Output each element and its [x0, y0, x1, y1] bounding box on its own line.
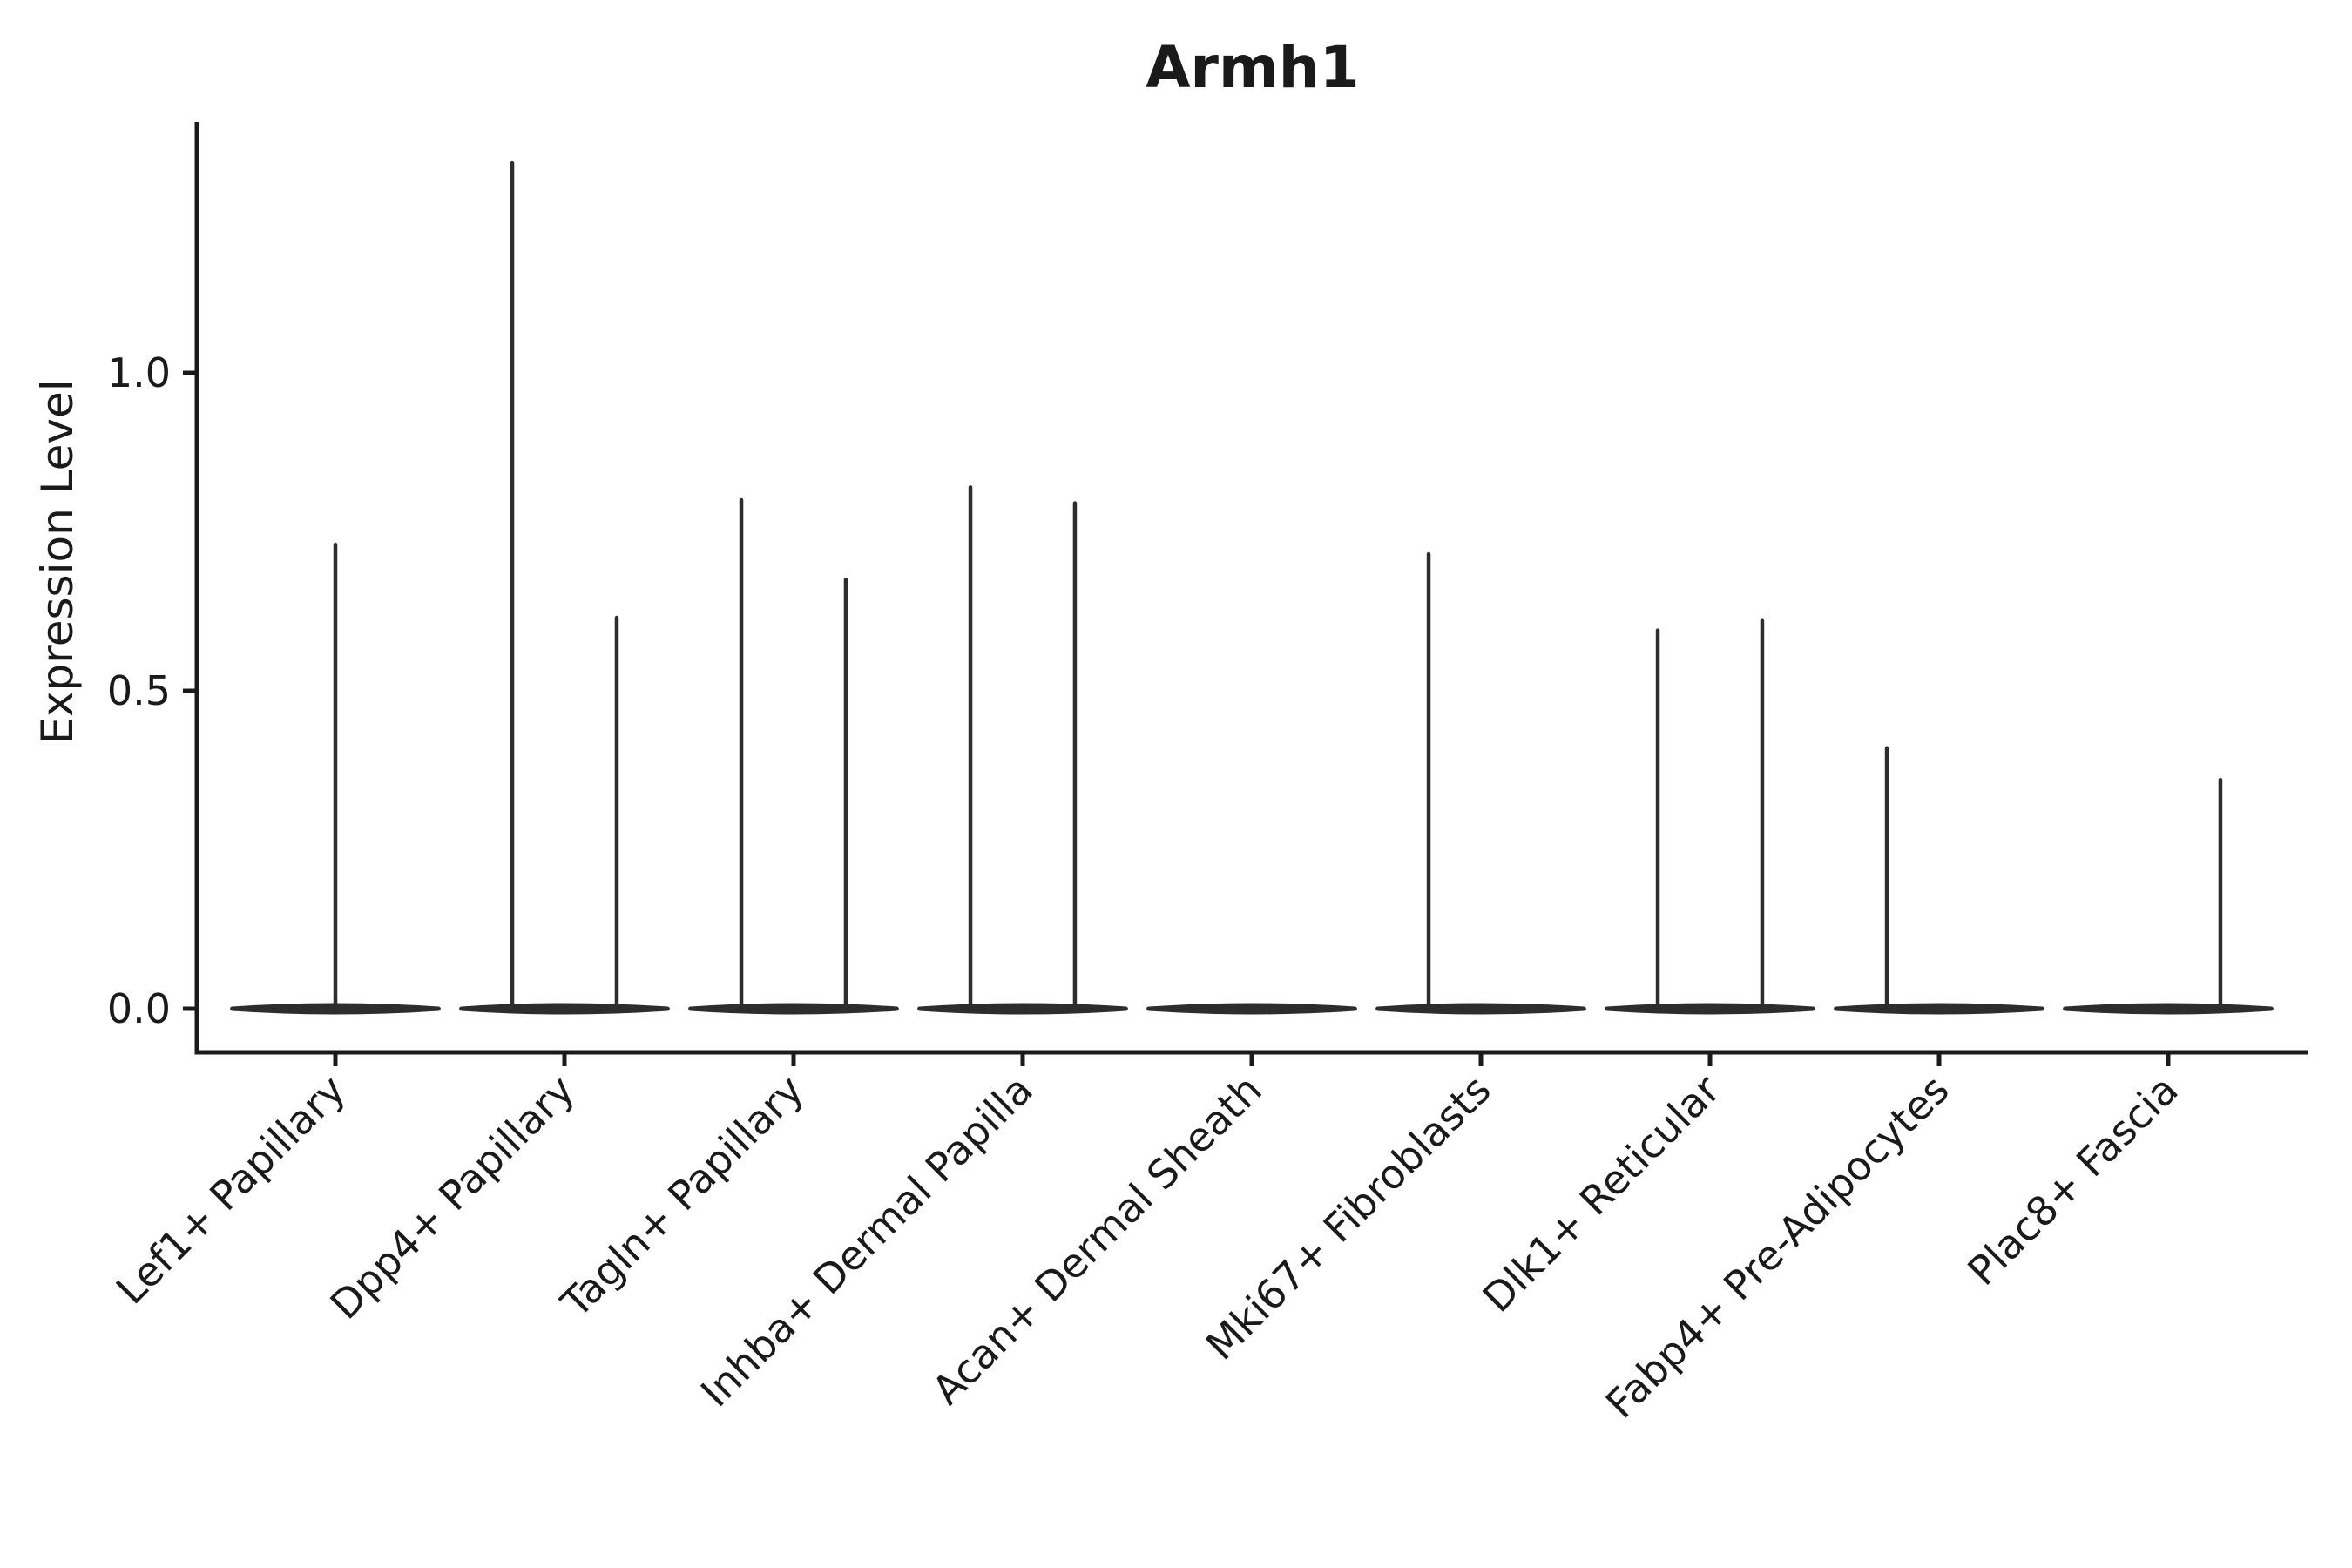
violin-base — [1375, 1003, 1586, 1015]
y-tick-label: 0.5 — [107, 667, 171, 714]
y-tick-label: 0.0 — [107, 985, 171, 1032]
chart-title: Armh1 — [1146, 34, 1359, 101]
violin-base — [459, 1003, 670, 1015]
violin-base — [1146, 1003, 1357, 1015]
violin-base — [688, 1003, 899, 1015]
violin-base — [1605, 1003, 1815, 1015]
violin-base — [917, 1003, 1128, 1015]
y-axis-label: Expression Level — [32, 379, 83, 744]
violin-base — [1834, 1003, 2044, 1015]
violin-base — [2063, 1003, 2274, 1015]
y-tick-label: 1.0 — [107, 349, 171, 396]
